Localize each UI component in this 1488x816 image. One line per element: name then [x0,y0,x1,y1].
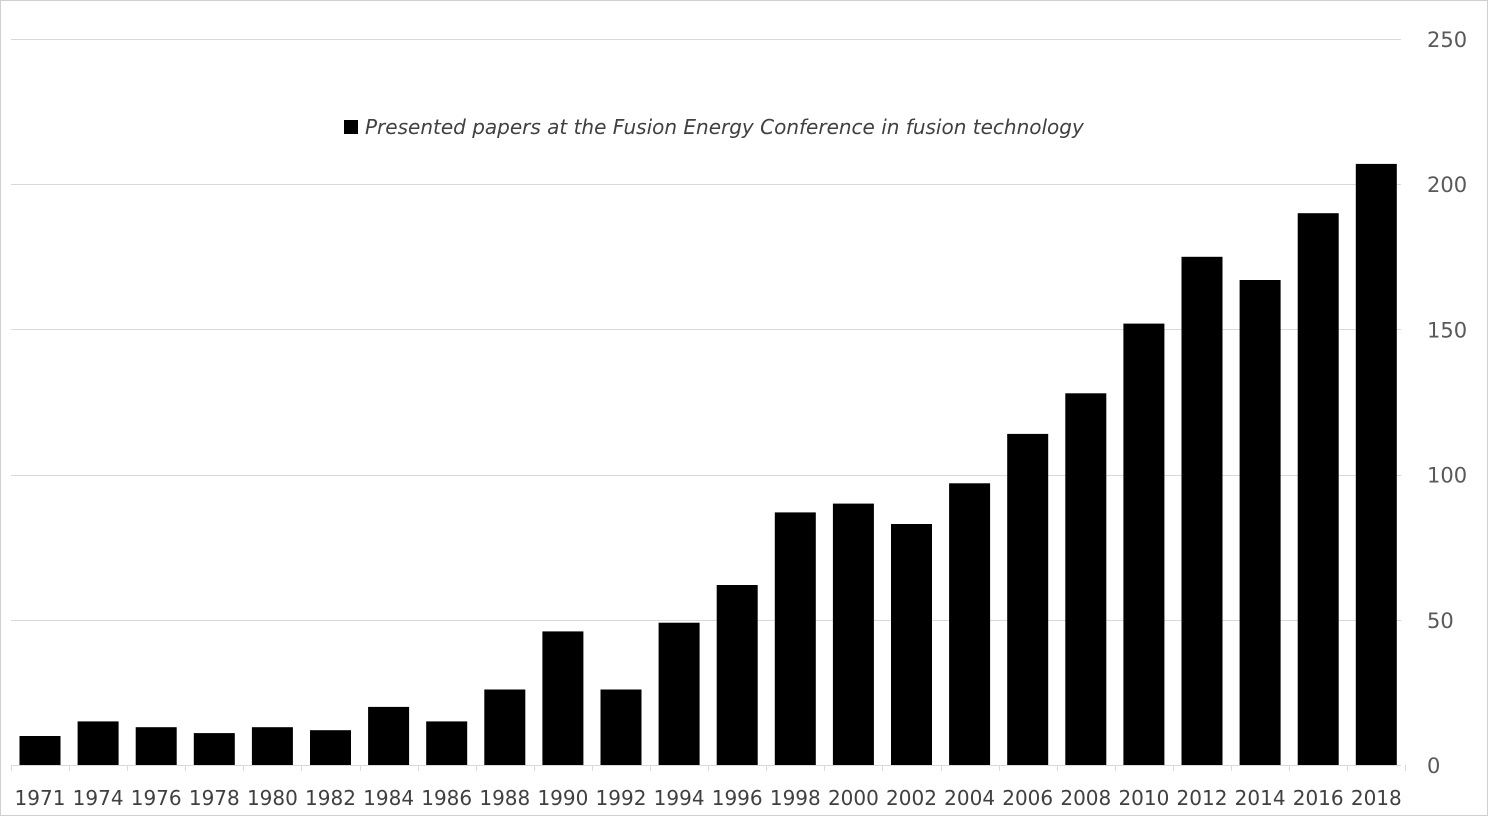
x-tick-label: 1984 [363,786,414,810]
legend-label: Presented papers at the Fusion Energy Co… [365,115,1085,139]
bar-2006 [1007,433,1049,765]
bar-1998 [774,512,816,765]
x-tick-label: 2006 [1002,786,1053,810]
legend: Presented papers at the Fusion Energy Co… [344,115,1085,139]
bar-1978 [193,733,235,765]
gridlines [11,39,1401,621]
x-tick-label: 1990 [537,786,588,810]
legend-swatch [344,120,358,134]
y-axis-ticks: 0 50 100 150 200 250 [1427,28,1467,778]
bar-1974 [77,721,119,765]
x-tick-label: 2010 [1118,786,1169,810]
x-tick-label: 1998 [770,786,821,810]
bar-1988 [484,689,526,765]
bar-1976 [135,727,177,765]
x-tick-label: 2012 [1177,786,1228,810]
x-tick-label: 2004 [944,786,995,810]
x-tick-label: 2014 [1235,786,1286,810]
x-tick-label: 1982 [305,786,356,810]
y-tick-label: 0 [1427,754,1440,778]
x-tick-label: 1976 [131,786,182,810]
y-tick-label: 100 [1427,464,1467,488]
x-tick-label: 2018 [1351,786,1402,810]
bar-2008 [1065,393,1107,765]
bar-2010 [1123,323,1165,765]
x-tick-label: 1978 [189,786,240,810]
bar-1982 [310,730,351,765]
y-tick-label: 50 [1427,609,1454,633]
y-tick-label: 250 [1427,28,1467,52]
bar-2016 [1297,213,1339,765]
bar-1994 [658,622,700,765]
bar-2012 [1181,256,1223,765]
bar-1990 [542,631,584,765]
bars [19,163,1397,765]
bar-1996 [716,585,758,765]
x-tick-label: 2016 [1293,786,1344,810]
x-tick-label: 1974 [73,786,124,810]
x-axis [11,765,1406,771]
x-tick-label: 1992 [596,786,647,810]
x-tick-label: 1988 [479,786,530,810]
bar-1986 [426,721,468,765]
bar-1980 [251,727,293,765]
bar-2018 [1355,163,1397,765]
bar-2014 [1239,280,1281,765]
bar-1984 [368,706,410,765]
x-tick-label: 1994 [654,786,705,810]
bar-2002 [891,524,932,765]
x-tick-label: 2008 [1060,786,1111,810]
x-tick-label: 2000 [828,786,879,810]
x-tick-label: 1980 [247,786,298,810]
bar-1992 [600,689,642,765]
x-tick-label: 2002 [886,786,937,810]
y-tick-label: 150 [1427,318,1467,342]
bar-2004 [949,483,991,765]
x-axis-ticks: 1971 1974 1976 1978 1980 1982 1984 1986 1988 1990… [15,786,1402,810]
y-tick-label: 200 [1427,173,1467,197]
bar-2000 [832,503,874,765]
x-tick-label: 1996 [712,786,763,810]
x-tick-label: 1971 [15,786,66,810]
x-tick-label: 1986 [421,786,472,810]
bar-1971 [19,736,61,765]
